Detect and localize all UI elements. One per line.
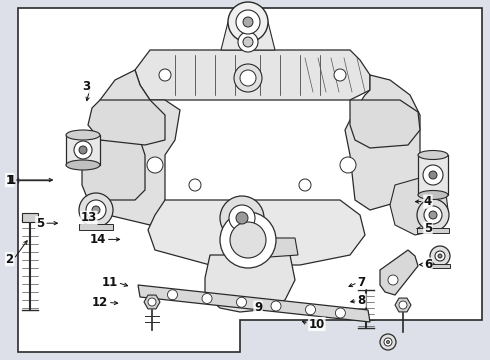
Bar	[430, 264, 450, 268]
Circle shape	[168, 290, 177, 300]
Circle shape	[423, 165, 443, 185]
Circle shape	[435, 251, 445, 261]
Circle shape	[299, 179, 311, 191]
Polygon shape	[22, 213, 38, 222]
Circle shape	[228, 2, 268, 42]
Polygon shape	[395, 298, 411, 312]
Circle shape	[240, 70, 256, 86]
Polygon shape	[92, 70, 180, 225]
Text: 9: 9	[254, 301, 262, 314]
Circle shape	[148, 298, 156, 306]
Circle shape	[189, 179, 201, 191]
Polygon shape	[345, 75, 420, 210]
Circle shape	[92, 206, 100, 214]
Polygon shape	[82, 140, 145, 200]
Polygon shape	[135, 50, 370, 100]
Circle shape	[305, 305, 316, 315]
Circle shape	[220, 196, 264, 240]
Ellipse shape	[66, 130, 100, 140]
Circle shape	[399, 301, 407, 309]
Text: 8: 8	[358, 294, 366, 307]
Circle shape	[74, 141, 92, 159]
Polygon shape	[418, 155, 448, 195]
Circle shape	[236, 212, 248, 224]
Text: 10: 10	[309, 318, 325, 330]
Text: 1: 1	[8, 174, 16, 186]
Ellipse shape	[418, 190, 448, 199]
Text: 12: 12	[92, 296, 108, 309]
Circle shape	[271, 301, 281, 311]
Polygon shape	[88, 100, 165, 145]
Polygon shape	[380, 250, 418, 295]
Circle shape	[430, 246, 450, 266]
Polygon shape	[221, 22, 275, 50]
Text: 5: 5	[36, 217, 44, 230]
Circle shape	[387, 341, 390, 343]
Circle shape	[417, 199, 449, 231]
Text: 11: 11	[101, 276, 118, 289]
Circle shape	[335, 308, 345, 318]
Text: 3: 3	[82, 80, 91, 93]
Text: 7: 7	[358, 276, 366, 289]
Circle shape	[243, 17, 253, 27]
Circle shape	[229, 205, 255, 231]
Circle shape	[230, 222, 266, 258]
Circle shape	[236, 10, 260, 34]
Polygon shape	[205, 255, 295, 312]
Circle shape	[429, 211, 437, 219]
Circle shape	[429, 171, 437, 179]
Text: 14: 14	[90, 233, 106, 246]
Polygon shape	[66, 135, 100, 165]
Text: 1: 1	[5, 174, 14, 186]
Bar	[417, 228, 449, 233]
Ellipse shape	[418, 150, 448, 159]
Circle shape	[334, 69, 346, 81]
Polygon shape	[144, 295, 160, 309]
Circle shape	[86, 200, 106, 220]
Circle shape	[79, 193, 113, 227]
Polygon shape	[18, 8, 482, 352]
Circle shape	[438, 254, 442, 258]
Circle shape	[243, 37, 253, 47]
Circle shape	[384, 338, 392, 346]
Circle shape	[340, 157, 356, 173]
Circle shape	[234, 64, 262, 92]
Bar	[79, 224, 113, 230]
Polygon shape	[148, 200, 365, 265]
Circle shape	[424, 206, 442, 224]
Circle shape	[388, 275, 398, 285]
Text: 4: 4	[424, 195, 432, 208]
Polygon shape	[390, 175, 448, 235]
Text: 6: 6	[424, 258, 432, 271]
Ellipse shape	[66, 160, 100, 170]
Circle shape	[79, 146, 87, 154]
Circle shape	[220, 212, 276, 268]
Text: 5: 5	[424, 222, 432, 235]
Circle shape	[159, 69, 171, 81]
Circle shape	[238, 32, 258, 52]
Circle shape	[147, 157, 163, 173]
Polygon shape	[252, 238, 298, 258]
Text: 13: 13	[81, 211, 97, 224]
Circle shape	[202, 293, 212, 303]
Text: 2: 2	[5, 253, 14, 266]
Polygon shape	[138, 285, 370, 322]
Circle shape	[237, 297, 246, 307]
Polygon shape	[350, 100, 420, 148]
Circle shape	[380, 334, 396, 350]
